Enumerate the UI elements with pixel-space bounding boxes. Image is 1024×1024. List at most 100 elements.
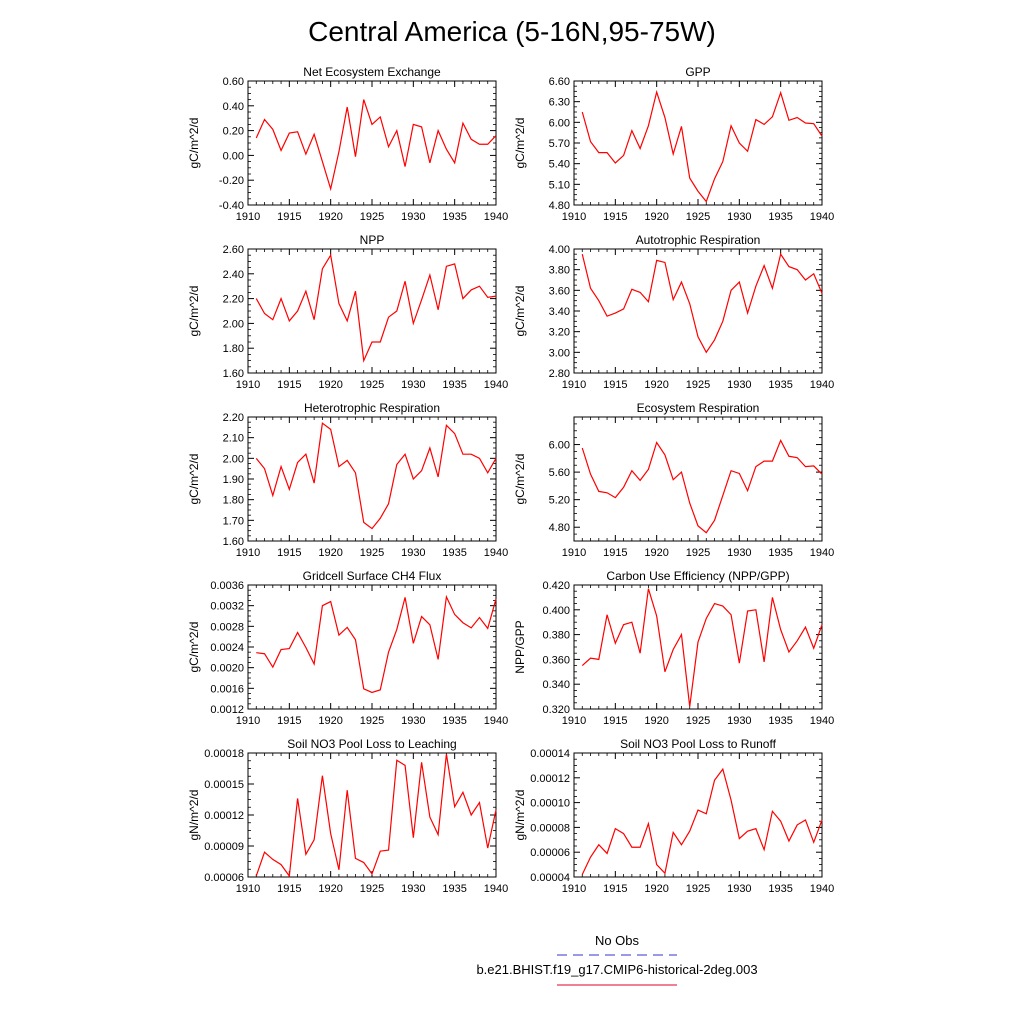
x-tick-label: 1930 [727, 547, 751, 559]
panel-title: Soil NO3 Pool Loss to Runoff [620, 737, 777, 751]
panel-title: Heterotrophic Respiration [304, 401, 440, 415]
panel-grid: Net Ecosystem Exchange gC/m^2/d 1910 1915 19… [187, 65, 834, 895]
series-line [255, 99, 497, 192]
series-line [255, 253, 497, 363]
y-tick-label: 3.20 [549, 327, 570, 339]
x-tick-label: 1930 [401, 715, 425, 727]
plot-frame [247, 584, 497, 710]
x-tick-label: 1915 [603, 715, 627, 727]
x-tick-label: 1930 [727, 211, 751, 223]
panel-ecosystem-respiration: Ecosystem Respiration gC/m^2/d 1910 1915 192… [513, 401, 834, 559]
y-tick-label: 0.00014 [530, 748, 570, 760]
plot-frame [573, 80, 823, 206]
y-tick-label: 0.0016 [210, 683, 244, 695]
y-tick-label: 0.0028 [210, 621, 244, 633]
panel-title: Carbon Use Efficiency (NPP/GPP) [606, 569, 789, 583]
y-tick-label: -0.40 [219, 200, 244, 212]
y-axis-label: gC/m^2/d [187, 622, 201, 673]
x-tick-label: 1930 [727, 379, 751, 391]
y-tick-label: 0.0020 [210, 663, 244, 675]
x-tick-label: 1925 [686, 883, 710, 895]
y-tick-label: 0.0036 [210, 580, 244, 592]
y-tick-label: 0.00012 [204, 810, 244, 822]
x-tick-label: 1910 [562, 379, 586, 391]
x-tick-label: 1935 [768, 211, 792, 223]
y-tick-label: 3.60 [549, 285, 570, 297]
y-tick-label: 0.360 [542, 654, 570, 666]
y-tick-label: 4.80 [549, 522, 570, 534]
panel-heterotrophic-respiration: Heterotrophic Respiration gC/m^2/d 1910 191… [187, 401, 508, 559]
x-tick-label: 1915 [277, 715, 301, 727]
x-tick-label: 1940 [810, 211, 834, 223]
figure-title: Central America (5-16N,95-75W) [308, 16, 716, 47]
x-tick-label: 1925 [360, 379, 384, 391]
y-axis-label: gC/m^2/d [187, 454, 201, 505]
y-tick-label: 0.420 [542, 580, 570, 592]
y-tick-label: 0.20 [223, 126, 244, 138]
y-axis-label: gC/m^2/d [187, 118, 201, 169]
x-tick-label: 1925 [686, 547, 710, 559]
series-line [581, 767, 823, 875]
x-tick-label: 1920 [644, 379, 668, 391]
plot-frame [573, 416, 823, 542]
panel-title: NPP [360, 233, 385, 247]
x-tick-label: 1925 [686, 715, 710, 727]
x-tick-label: 1915 [277, 547, 301, 559]
x-tick-label: 1935 [768, 715, 792, 727]
y-tick-label: 1.80 [223, 495, 244, 507]
x-tick-label: 1915 [277, 379, 301, 391]
y-tick-label: 2.00 [223, 453, 244, 465]
x-tick-label: 1930 [401, 547, 425, 559]
x-tick-label: 1920 [318, 211, 342, 223]
x-tick-label: 1920 [644, 211, 668, 223]
x-tick-label: 1930 [727, 715, 751, 727]
y-tick-label: 2.00 [223, 318, 244, 330]
y-tick-label: 0.00010 [530, 798, 570, 810]
y-tick-label: 2.80 [549, 368, 570, 380]
panel-title: GPP [685, 65, 710, 79]
y-tick-label: 0.00012 [530, 773, 570, 785]
x-tick-label: 1935 [442, 715, 466, 727]
x-tick-label: 1920 [318, 379, 342, 391]
y-tick-label: 4.00 [549, 244, 570, 256]
x-tick-label: 1935 [768, 883, 792, 895]
y-tick-label: 2.20 [223, 412, 244, 424]
x-tick-label: 1940 [810, 547, 834, 559]
y-tick-label: 2.60 [223, 244, 244, 256]
y-axis-label: gC/m^2/d [513, 286, 527, 337]
y-tick-label: 0.0024 [210, 642, 244, 654]
panel-title: Gridcell Surface CH4 Flux [303, 569, 442, 583]
panel-soil-no3-pool-loss-to-runoff: Soil NO3 Pool Loss to Runoff gN/m^2/d 1910… [513, 737, 834, 895]
x-tick-label: 1935 [442, 547, 466, 559]
x-tick-label: 1935 [442, 211, 466, 223]
x-tick-label: 1940 [484, 379, 508, 391]
y-tick-label: 0.00 [223, 150, 244, 162]
y-tick-label: 0.40 [223, 101, 244, 113]
panel-gpp: GPP gC/m^2/d 1910 1915 1920 1925 1930 1935 1940 4… [513, 65, 834, 223]
panel-soil-no3-pool-loss-to-leaching: Soil NO3 Pool Loss to Leaching gN/m^2/d 19… [187, 737, 508, 895]
x-tick-label: 1940 [484, 211, 508, 223]
y-tick-label: 0.0012 [210, 704, 244, 716]
x-tick-label: 1910 [236, 379, 260, 391]
x-tick-label: 1910 [562, 715, 586, 727]
y-tick-label: 2.40 [223, 269, 244, 281]
x-tick-label: 1920 [318, 547, 342, 559]
x-tick-label: 1935 [442, 379, 466, 391]
x-tick-label: 1930 [401, 883, 425, 895]
y-axis-label: gC/m^2/d [513, 118, 527, 169]
series-line [581, 438, 823, 534]
y-tick-label: 1.70 [223, 515, 244, 527]
x-tick-label: 1925 [686, 379, 710, 391]
y-tick-label: 0.00004 [530, 872, 570, 884]
y-tick-label: 2.10 [223, 433, 244, 445]
x-tick-label: 1935 [768, 379, 792, 391]
x-tick-label: 1910 [236, 211, 260, 223]
y-tick-label: 0.00009 [204, 841, 244, 853]
y-tick-label: 0.400 [542, 605, 570, 617]
x-tick-label: 1935 [442, 883, 466, 895]
x-tick-label: 1915 [603, 211, 627, 223]
x-tick-label: 1910 [562, 547, 586, 559]
panel-gridcell-surface-ch4-flux: Gridcell Surface CH4 Flux gC/m^2/d 1910 191… [187, 569, 508, 727]
legend-label-no-obs: No Obs [595, 933, 640, 948]
